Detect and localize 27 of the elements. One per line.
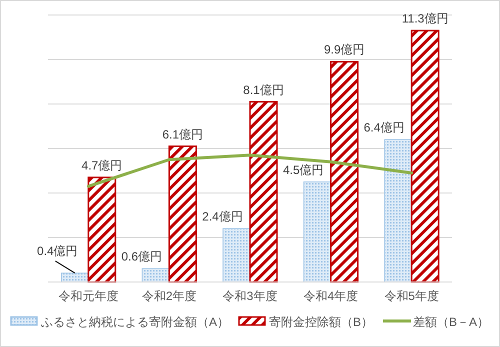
data-label: 2.4億円 bbox=[202, 210, 243, 224]
x-tick-label: 令和2年度 bbox=[142, 289, 197, 303]
bar bbox=[384, 139, 412, 282]
bar bbox=[88, 176, 116, 283]
data-label: 9.9億円 bbox=[324, 42, 365, 57]
legend-label: ふるさと納税による寄附金額（A） bbox=[40, 315, 229, 329]
data-label: 8.1億円 bbox=[243, 82, 284, 97]
bar bbox=[222, 228, 250, 282]
bar bbox=[168, 146, 197, 283]
bar bbox=[142, 268, 170, 282]
data-label: 4.7億円 bbox=[82, 158, 122, 172]
legend-label: 差額（B－A） bbox=[413, 315, 490, 329]
data-label: 6.4億円 bbox=[364, 120, 404, 135]
bar bbox=[249, 101, 278, 283]
data-label: 11.3億円 bbox=[402, 12, 448, 26]
x-tick-label: 令和4年度 bbox=[303, 289, 358, 303]
data-label: 0.6億円 bbox=[121, 250, 162, 264]
x-tick-label: 令和元年度 bbox=[58, 289, 118, 303]
legend-label: 寄附金控除額（B） bbox=[268, 315, 374, 329]
data-label: 4.5億円 bbox=[282, 162, 324, 177]
x-tick-label: 令和5年度 bbox=[384, 289, 439, 303]
data-label: 6.1億円 bbox=[162, 127, 204, 142]
bar bbox=[303, 181, 332, 282]
x-tick-label: 令和3年度 bbox=[222, 289, 278, 303]
data-label: 0.4億円 bbox=[37, 244, 78, 258]
bar bbox=[410, 30, 440, 283]
bar bbox=[330, 60, 359, 283]
